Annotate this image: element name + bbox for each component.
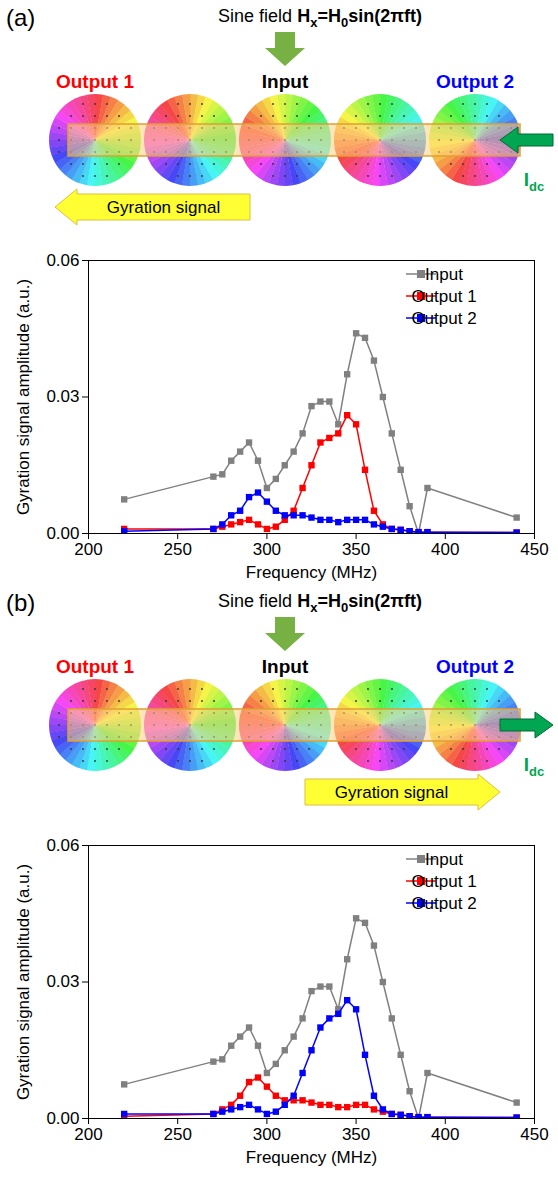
svg-text:Output 1: Output 1 xyxy=(411,872,476,891)
svg-text:350: 350 xyxy=(342,540,370,559)
svg-text:Frequency (MHz): Frequency (MHz) xyxy=(246,1148,377,1167)
svg-text:(a): (a) xyxy=(6,4,35,31)
svg-text:350: 350 xyxy=(342,1125,370,1144)
svg-text:Output 1: Output 1 xyxy=(56,656,135,677)
svg-text:450: 450 xyxy=(520,1125,548,1144)
svg-text:Input: Input xyxy=(425,850,463,869)
svg-text:Output 1: Output 1 xyxy=(411,287,476,306)
svg-text:Idc: Idc xyxy=(524,754,544,779)
svg-text:250: 250 xyxy=(164,540,192,559)
svg-text:0.06: 0.06 xyxy=(46,251,79,270)
svg-text:250: 250 xyxy=(164,1125,192,1144)
svg-text:0.03: 0.03 xyxy=(46,387,79,406)
svg-text:Gyration signal: Gyration signal xyxy=(335,783,448,802)
svg-text:400: 400 xyxy=(431,1125,459,1144)
svg-text:Frequency (MHz): Frequency (MHz) xyxy=(246,563,377,582)
svg-text:400: 400 xyxy=(431,540,459,559)
svg-text:200: 200 xyxy=(74,540,102,559)
svg-text:Idc: Idc xyxy=(524,169,544,194)
svg-text:Gyration signal amplitude (a.u: Gyration signal amplitude (a.u.) xyxy=(14,279,33,515)
svg-text:Sine field Hx=H0sin(2πft): Sine field Hx=H0sin(2πft) xyxy=(218,591,422,615)
svg-text:0.00: 0.00 xyxy=(46,523,80,543)
svg-text:Output 2: Output 2 xyxy=(436,656,514,677)
svg-text:450: 450 xyxy=(520,540,548,559)
svg-text:Output 2: Output 2 xyxy=(411,309,476,328)
svg-text:Gyration signal: Gyration signal xyxy=(107,198,220,217)
svg-text:0.00: 0.00 xyxy=(46,1108,80,1128)
svg-text:Output 1: Output 1 xyxy=(56,71,135,92)
svg-text:0.03: 0.03 xyxy=(46,972,79,991)
svg-text:0.06: 0.06 xyxy=(46,836,79,855)
svg-text:Output 2: Output 2 xyxy=(411,894,476,913)
svg-text:(b): (b) xyxy=(6,589,35,616)
svg-text:Input: Input xyxy=(425,265,463,284)
svg-text:300: 300 xyxy=(253,540,281,559)
svg-text:Output 2: Output 2 xyxy=(436,71,514,92)
svg-text:200: 200 xyxy=(74,1125,102,1144)
svg-text:300: 300 xyxy=(253,1125,281,1144)
svg-text:Input: Input xyxy=(262,71,309,92)
svg-text:Gyration signal amplitude (a.u: Gyration signal amplitude (a.u.) xyxy=(14,864,33,1100)
svg-text:Sine field Hx=H0sin(2πft): Sine field Hx=H0sin(2πft) xyxy=(218,6,422,30)
svg-text:Input: Input xyxy=(262,656,309,677)
